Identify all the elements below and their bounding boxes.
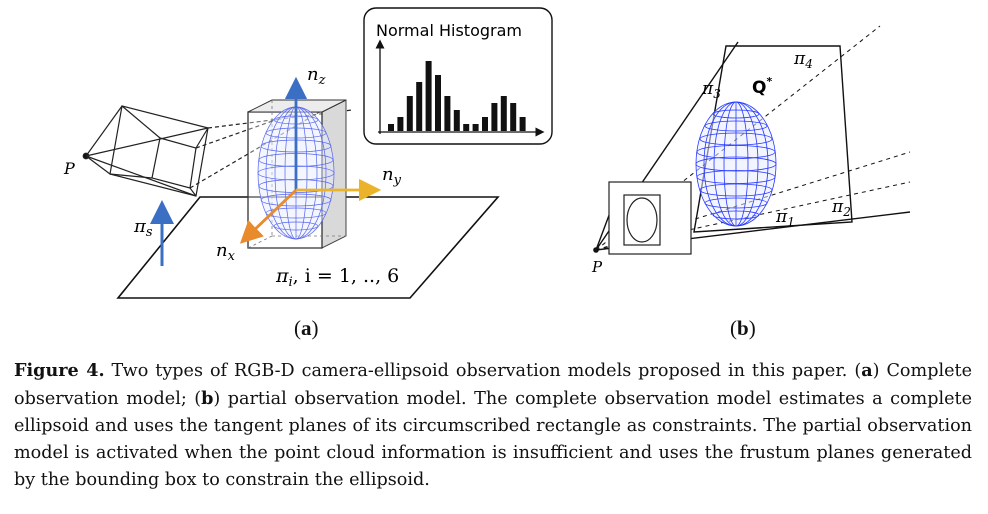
figure-4: P nz ny nx πs πi, i = 1, .., 6 Normal Hi… [63, 7, 911, 340]
pi3-label: π3 [701, 79, 721, 101]
pi2-label: π2 [831, 197, 851, 219]
right-p-label: P [591, 258, 603, 276]
figure-drawing: P nz ny nx πs πi, i = 1, .., 6 Normal Hi… [63, 7, 911, 299]
pi4-label: π4 [793, 49, 813, 71]
histogram-bar [425, 61, 432, 131]
image-plane [593, 181, 692, 255]
histogram-bar [416, 82, 423, 131]
histogram-bar [472, 124, 479, 131]
ellipsoid-wireframe-b [695, 101, 777, 227]
caption-a: a [861, 360, 873, 381]
left-p-label: P [63, 159, 75, 178]
histogram-bar [510, 103, 517, 131]
subfigure-b-label: (b) [730, 316, 756, 340]
panel-a: P nz ny nx πs πi, i = 1, .., 6 Normal Hi… [63, 7, 553, 299]
histogram-bar [453, 110, 460, 131]
histogram-bar [463, 124, 470, 131]
nz-label: nz [307, 64, 326, 88]
figure-caption: Figure 4. Two types of RGB-D camera-elli… [14, 357, 972, 494]
pis-label: πs [133, 216, 153, 240]
histogram-bar [500, 96, 507, 131]
pi1-label: π1 [775, 207, 795, 229]
normal-histogram: Normal Histogram [363, 7, 553, 145]
histogram-bar [444, 96, 451, 131]
caption-figure-label: Figure 4. [14, 360, 105, 381]
histogram-bar [482, 117, 488, 131]
histogram-title: Normal Histogram [376, 21, 522, 40]
histogram-bars [388, 61, 526, 131]
histogram-bar [397, 117, 404, 131]
histogram-bar [388, 124, 394, 131]
histogram-bar [491, 103, 498, 131]
caption-b: b [201, 388, 214, 409]
q-label: Q* [752, 75, 772, 98]
caption-text-3: ) partial observation model. The complet… [14, 389, 973, 490]
histogram-bar [435, 75, 441, 131]
pii-label: πi, i = 1, .., 6 [275, 265, 399, 290]
subfigure-a-label: (a) [294, 316, 319, 340]
caption-text-2: ) Complete observation model; ( [14, 361, 972, 409]
ny-label: ny [382, 164, 402, 188]
caption-text-1: Two types of RGB-D camera-ellipsoid obse… [104, 361, 862, 381]
nx-label: nx [216, 240, 236, 264]
histogram-bar [406, 96, 413, 131]
nx-arrow [239, 188, 297, 244]
panel-b: P Q* π3 π4 π1 π2 [591, 25, 911, 276]
histogram-bar [519, 117, 526, 131]
ground-plane [116, 196, 500, 299]
